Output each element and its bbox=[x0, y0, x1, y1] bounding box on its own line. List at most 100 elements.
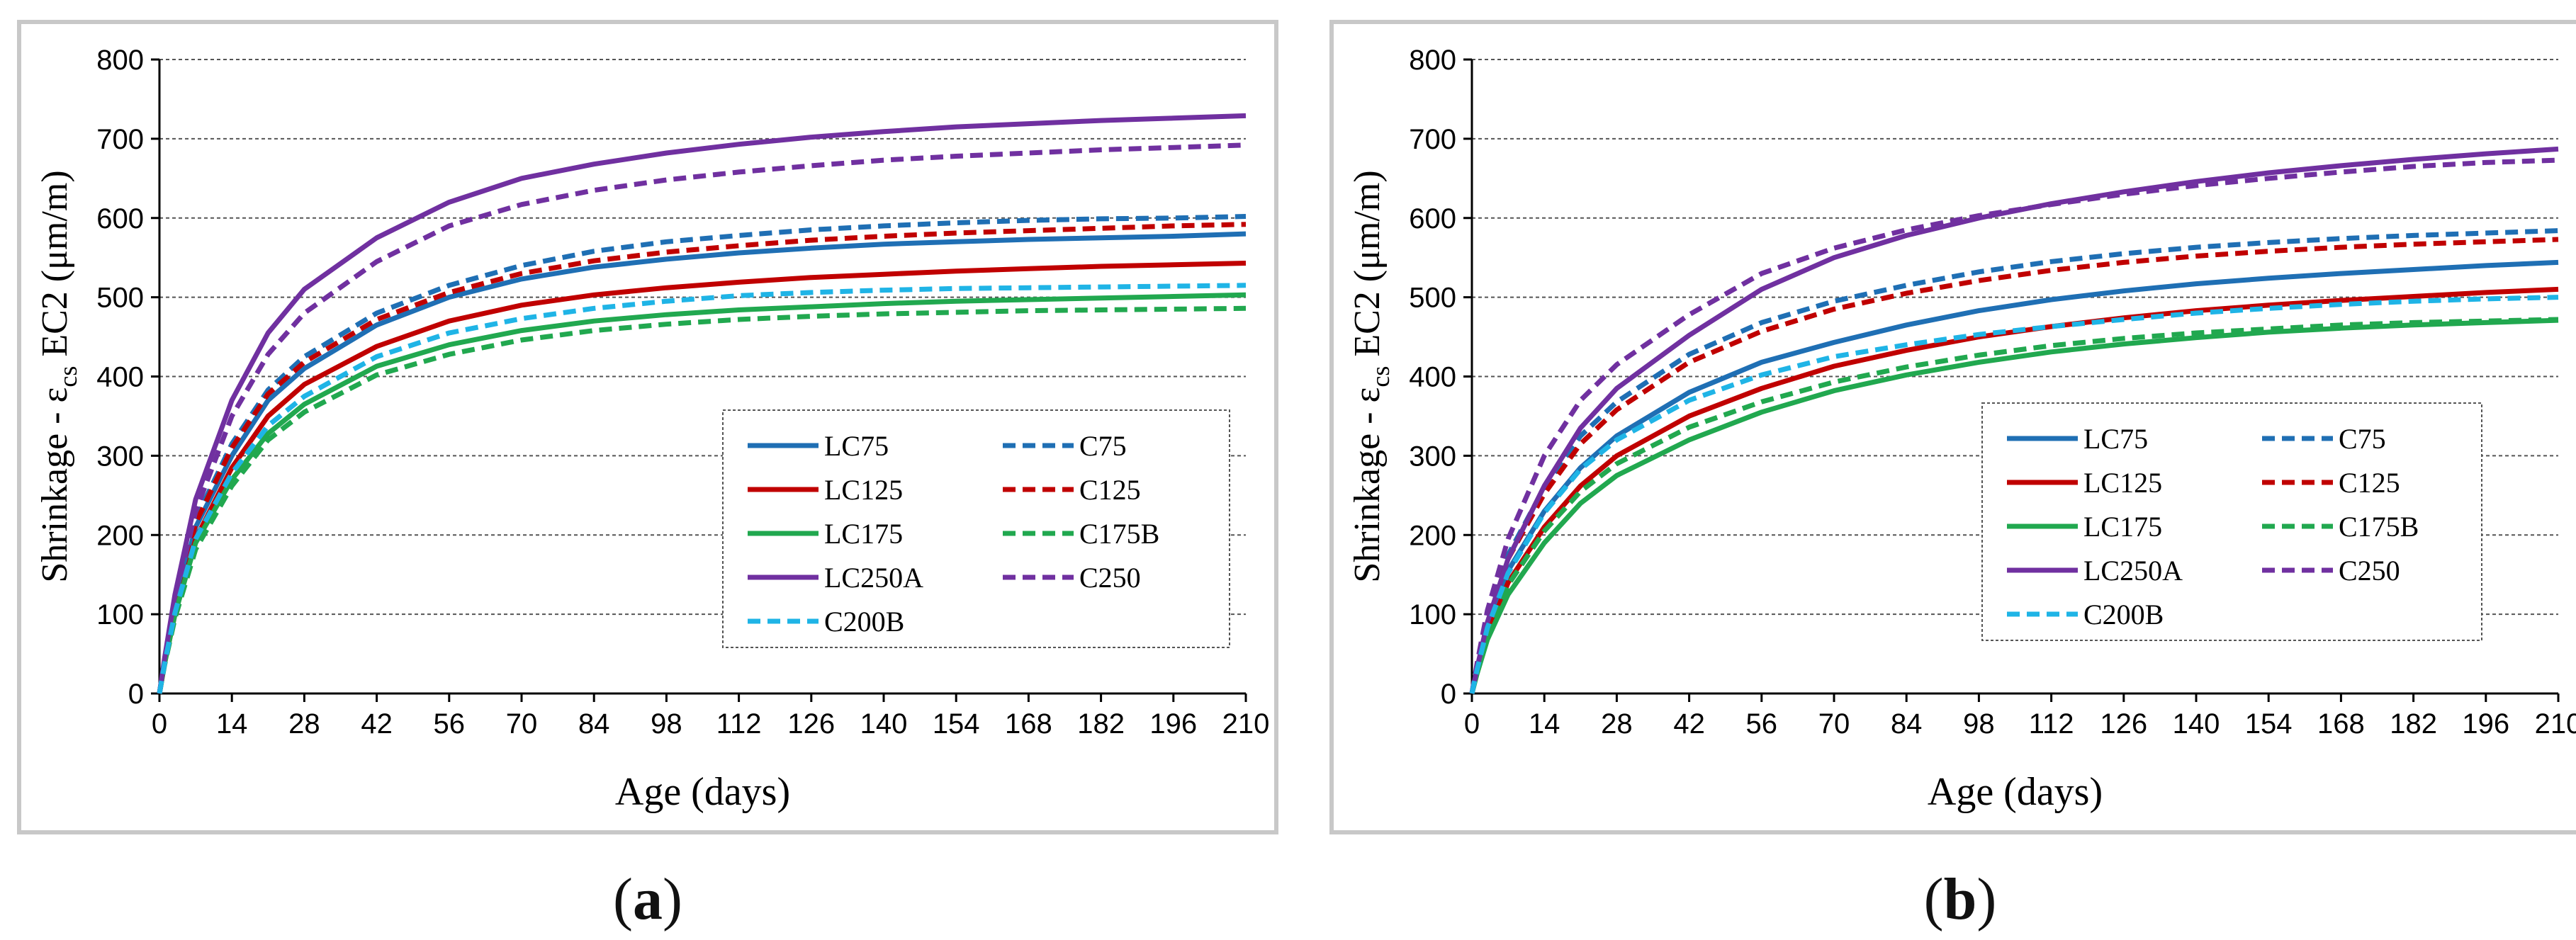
chart-a-y-axis-title-suffix: EC2 (μm/m) bbox=[35, 170, 75, 366]
chart-b-y-tick-label: 100 bbox=[1409, 599, 1456, 630]
chart-a-y-tick-label: 700 bbox=[96, 124, 144, 155]
chart-b-x-tick-label: 42 bbox=[1673, 708, 1705, 740]
chart-b-legend-label-c250: C250 bbox=[2339, 555, 2400, 587]
chart-a-y-tick-label: 400 bbox=[96, 362, 144, 393]
chart-b-legend-label-lc250a: LC250A bbox=[2083, 555, 2183, 587]
chart-a-x-tick-label: 210 bbox=[1222, 708, 1270, 740]
caption-a: (a) bbox=[613, 866, 682, 932]
chart-b-y-tick-label: 700 bbox=[1409, 124, 1456, 155]
chart-a-x-tick-label: 154 bbox=[933, 708, 980, 740]
chart-b-x-tick-label: 112 bbox=[2029, 708, 2074, 740]
chart-a-x-tick-label: 112 bbox=[716, 708, 762, 740]
chart-b-legend-label-c200b: C200B bbox=[2083, 599, 2164, 630]
chart-a-svg: 0 100 200 300 400 500 600 700 800 0 14 28 42 56 70 84 98… bbox=[35, 45, 1270, 814]
chart-b-svg: 0 100 200 300 400 500 600 700 800 0 14 28 42 56 70 84 98… bbox=[1347, 45, 2576, 814]
chart-a-legend: LC75 C75 LC125 C125 LC175 C175B LC250A C250 C200… bbox=[722, 409, 1230, 648]
chart-a-x-tick-label: 0 bbox=[152, 708, 167, 740]
chart-a-y-tick-label: 800 bbox=[96, 45, 144, 76]
chart-a-x-tick-label: 126 bbox=[787, 708, 835, 740]
chart-a-x-tick-label: 14 bbox=[216, 708, 248, 740]
chart-b-legend-label-lc75: LC75 bbox=[2083, 423, 2148, 455]
chart-a-series-lc125 bbox=[157, 261, 1247, 694]
chart-a-legend-label-lc175: LC175 bbox=[824, 518, 903, 550]
chart-b-x-tick-label: 210 bbox=[2535, 708, 2576, 740]
chart-b-x-tick-label: 140 bbox=[2173, 708, 2220, 740]
chart-b-legend-label-c125: C125 bbox=[2339, 467, 2400, 499]
chart-b-x-tick-label: 70 bbox=[1818, 708, 1850, 740]
chart-a-series-lc250a bbox=[157, 113, 1247, 694]
chart-b-y-axis-title-suffix: EC2 (μm/m) bbox=[1347, 170, 1388, 366]
chart-a-series-c175b bbox=[157, 305, 1247, 694]
chart-a-legend-label-lc125: LC125 bbox=[824, 474, 903, 506]
chart-b-x-tick-label: 0 bbox=[1464, 708, 1480, 740]
chart-b-x-axis-title: Age (days) bbox=[1928, 770, 2103, 814]
chart-a-x-tick-label: 140 bbox=[860, 708, 908, 740]
chart-a-y-tick-label: 200 bbox=[96, 520, 144, 551]
chart-a-legend-label-c75: C75 bbox=[1079, 430, 1127, 462]
caption-a-letter: a bbox=[633, 866, 663, 932]
chart-a-legend-label-c200b: C200B bbox=[824, 606, 904, 638]
chart-a-x-tick-label: 98 bbox=[651, 708, 682, 740]
chart-b-y-tick-label: 600 bbox=[1409, 203, 1456, 234]
chart-b-y-tick-label: 200 bbox=[1409, 520, 1456, 551]
chart-b-x-tick-label: 28 bbox=[1601, 708, 1633, 740]
chart-a-x-tick-label: 196 bbox=[1149, 708, 1197, 740]
chart-a-x-axis-title: Age (days) bbox=[615, 770, 790, 814]
chart-a-x-tick-label: 42 bbox=[361, 708, 393, 740]
chart-b-series-c125 bbox=[1469, 237, 2559, 694]
chart-b-series-lc250a bbox=[1469, 146, 2559, 694]
chart-b-x-tick-label: 168 bbox=[2317, 708, 2365, 740]
chart-a-y-tick-label: 100 bbox=[96, 599, 144, 630]
chart-panel-a: 0 100 200 300 400 500 600 700 800 0 14 28 42 56 70 84 98… bbox=[17, 20, 1278, 834]
chart-b-y-tick-label: 0 bbox=[1441, 679, 1456, 710]
chart-b-x-tick-label: 84 bbox=[1891, 708, 1923, 740]
chart-b-y-tick-label: 400 bbox=[1409, 362, 1456, 393]
chart-a-y-axis-title-prefix: Shrinkage - ε bbox=[35, 387, 75, 583]
chart-b-x-tick-label: 182 bbox=[2390, 708, 2437, 740]
chart-a-x-tick-label: 70 bbox=[506, 708, 538, 740]
chart-b-legend-label-c175b: C175B bbox=[2339, 511, 2419, 543]
chart-a-x-tick-label: 182 bbox=[1077, 708, 1125, 740]
chart-a-x-tick-label: 168 bbox=[1005, 708, 1052, 740]
chart-b-series-c175b bbox=[1469, 317, 2559, 694]
chart-b-y-axis-title: Shrinkage - εcs EC2 (μm/m) bbox=[1347, 170, 1395, 582]
chart-a-legend-label-c250: C250 bbox=[1079, 562, 1141, 594]
chart-b-series-lc175 bbox=[1469, 317, 2559, 694]
chart-b-x-tick-label: 98 bbox=[1963, 708, 1995, 740]
chart-a-legend-label-c125: C125 bbox=[1079, 474, 1141, 506]
chart-b-x-tick-label: 14 bbox=[1529, 708, 1560, 740]
chart-b-legend-label-lc175: LC175 bbox=[2083, 511, 2162, 543]
chart-b-y-tick-label: 800 bbox=[1409, 45, 1456, 76]
chart-b-legend-label-c75: C75 bbox=[2339, 423, 2386, 455]
chart-a-series-c200b bbox=[157, 283, 1247, 694]
chart-a-x-tick-label: 28 bbox=[288, 708, 320, 740]
chart-b-series-c75 bbox=[1469, 228, 2559, 694]
chart-panel-b: 0 100 200 300 400 500 600 700 800 0 14 28 42 56 70 84 98… bbox=[1329, 20, 2576, 834]
chart-a-y-axis-title: Shrinkage - εcs EC2 (μm/m) bbox=[35, 170, 82, 582]
chart-a-x-tick-label: 84 bbox=[578, 708, 610, 740]
chart-a-legend-label-lc75: LC75 bbox=[824, 430, 889, 462]
chart-b-y-tick-label: 500 bbox=[1409, 283, 1456, 314]
chart-b-legend-box bbox=[1981, 402, 2482, 641]
chart-b-series-c250 bbox=[1469, 157, 2559, 694]
chart-b-x-tick-label: 196 bbox=[2462, 708, 2509, 740]
chart-a-y-tick-label: 0 bbox=[128, 679, 144, 710]
chart-a-legend-label-lc250a: LC250A bbox=[824, 562, 923, 594]
caption-b: (b) bbox=[1923, 866, 1997, 932]
chart-a-y-axis-title-subscript: cs bbox=[54, 366, 82, 387]
chart-b-x-tick-label: 126 bbox=[2100, 708, 2147, 740]
chart-b-y-axis-title-subscript: cs bbox=[1366, 366, 1395, 387]
chart-a-y-tick-label: 300 bbox=[96, 441, 144, 472]
chart-b-legend-label-lc125: LC125 bbox=[2083, 467, 2162, 499]
chart-a-y-tick-label: 500 bbox=[96, 283, 144, 314]
chart-a-legend-label-c175b: C175B bbox=[1079, 518, 1159, 550]
caption-b-letter: b bbox=[1943, 866, 1977, 932]
chart-a-series-c125 bbox=[157, 222, 1247, 694]
chart-b-y-axis-title-prefix: Shrinkage - ε bbox=[1347, 387, 1388, 583]
chart-a-y-tick-label: 600 bbox=[96, 203, 144, 234]
chart-b-legend: LC75 C75 LC125 C125 LC175 C175B LC250A C250 C200… bbox=[1981, 402, 2482, 641]
chart-b-x-tick-label: 56 bbox=[1746, 708, 1778, 740]
chart-a-series-c250 bbox=[157, 142, 1247, 694]
chart-b-x-tick-label: 154 bbox=[2245, 708, 2293, 740]
chart-b-y-tick-label: 300 bbox=[1409, 441, 1456, 472]
